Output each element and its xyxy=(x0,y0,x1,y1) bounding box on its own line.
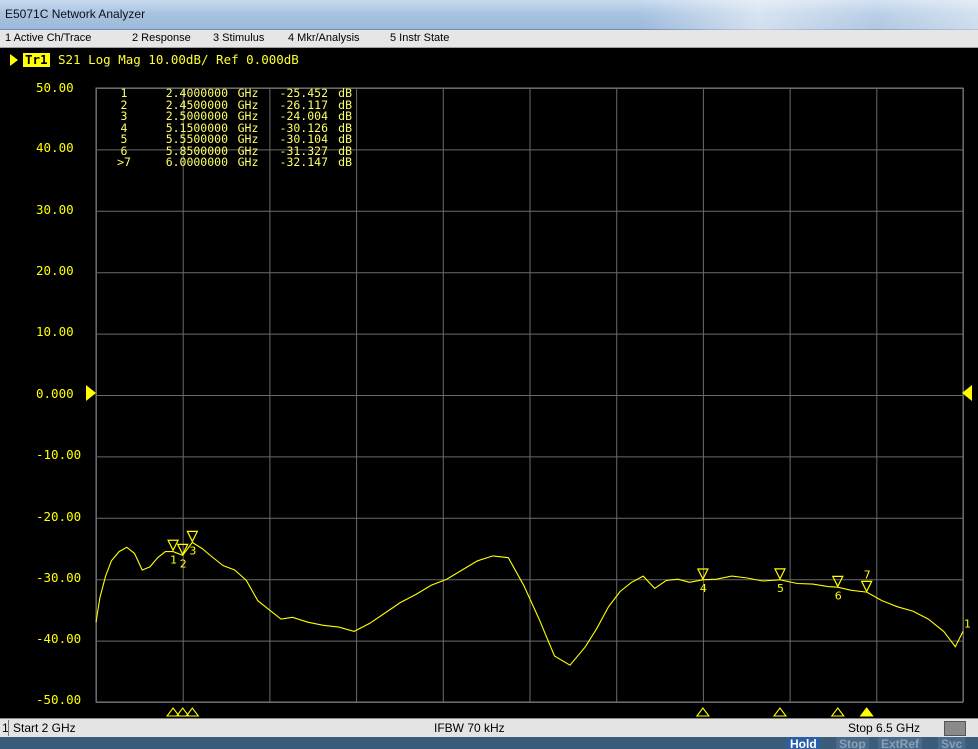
marker-label: 7 xyxy=(864,568,871,581)
window-title: E5071C Network Analyzer xyxy=(5,7,146,21)
trace-description: S21 Log Mag 10.00dB/ Ref 0.000dB xyxy=(58,52,299,67)
stop-frequency[interactable]: Stop 6.5 GHz xyxy=(848,721,921,735)
marker-label: 5 xyxy=(777,582,784,595)
reference-level-right-arrow-icon[interactable] xyxy=(962,385,972,401)
menu-response[interactable]: 2 Response xyxy=(132,32,191,44)
y-tick-label: -40.00 xyxy=(36,631,82,646)
stimulus-marker-triangle xyxy=(175,707,190,717)
marker-row: 2 2.4500000 GHz -26.117 dB xyxy=(120,97,352,112)
marker-row: 5 5.5500000 GHz -30.104 dB xyxy=(120,132,352,146)
marker-label: 2 xyxy=(180,557,187,570)
trace-badge[interactable]: Tr1 xyxy=(23,52,50,67)
hold-indicator[interactable]: Hold xyxy=(787,737,820,749)
stimulus-marker-triangle xyxy=(859,707,874,717)
start-frequency[interactable]: Start 2 GHz xyxy=(13,721,76,735)
marker-triangle xyxy=(167,539,180,552)
marker-label: 6 xyxy=(835,589,842,602)
active-trace-arrow-icon xyxy=(10,54,18,66)
stimulus-marker-triangle xyxy=(185,707,200,717)
menu-mkr-analysis[interactable]: 4 Mkr/Analysis xyxy=(288,32,360,44)
stimulus-marker-triangle xyxy=(165,707,181,717)
y-tick-label: 10.00 xyxy=(36,324,74,339)
y-tick-label: 30.00 xyxy=(36,202,74,217)
y-tick-label: 20.00 xyxy=(36,263,74,278)
marker-label: 3 xyxy=(189,544,196,557)
title-bar-gloss xyxy=(640,0,978,30)
marker-row: >7 6.0000000 GHz -32.147 dB xyxy=(117,155,352,169)
marker-triangle xyxy=(696,568,709,581)
marker-label: 1 xyxy=(170,553,177,566)
menu-active-ch-trace[interactable]: 1 Active Ch/Trace xyxy=(5,32,92,44)
status-indicator-box xyxy=(944,721,966,736)
trace-line-s21 xyxy=(95,541,964,666)
channel-number[interactable]: 1 xyxy=(2,721,9,735)
y-tick-label: -10.00 xyxy=(36,447,82,462)
marker-row: 4 5.1500000 GHz -30.126 dB xyxy=(120,120,352,135)
marker-row: 3 2.5000000 GHz -24.004 dB xyxy=(120,109,352,123)
menu-stimulus[interactable]: 3 Stimulus xyxy=(213,32,265,44)
menu-instr-state[interactable]: 5 Instr State xyxy=(390,32,450,44)
marker-readout-table: 1 2.4000000 GHz -25.452 dB 2 2.4500000 GHz -26.… xyxy=(110,86,352,169)
stimulus-marker-triangle xyxy=(772,707,788,717)
trace-end-label: 1 xyxy=(964,617,971,630)
measurement-screen xyxy=(0,48,978,718)
status-separator xyxy=(8,720,9,736)
status-bar: 1 Start 2 GHz IFBW 70 kHz Stop 6.5 GHz xyxy=(0,718,978,737)
instrument-status-bar: Hold Stop ExtRef Svc xyxy=(0,737,978,749)
y-tick-label: 0.000 xyxy=(36,386,74,401)
marker-row: 6 5.8500000 GHz -31.327 dB xyxy=(120,143,352,158)
menu-bar: 1 Active Ch/Trace 2 Response 3 Stimulus … xyxy=(0,30,978,48)
y-tick-label: -50.00 xyxy=(36,692,82,707)
y-tick-label: 40.00 xyxy=(36,140,74,155)
marker-triangle xyxy=(773,568,786,581)
y-tick-label: -30.00 xyxy=(36,570,82,585)
marker-triangle xyxy=(186,530,199,543)
title-bar: E5071C Network Analyzer xyxy=(0,0,978,30)
y-tick-label: -20.00 xyxy=(36,509,82,524)
stimulus-marker-triangle xyxy=(695,707,710,717)
marker-triangle xyxy=(176,543,189,556)
svc-indicator: Svc xyxy=(938,737,966,749)
marker-row: 1 2.4000000 GHz -25.452 dB xyxy=(120,86,352,100)
marker-triangle xyxy=(860,580,873,593)
marker-triangle xyxy=(831,575,844,588)
y-tick-label: 50.00 xyxy=(36,80,74,95)
reference-level-left-arrow-icon[interactable] xyxy=(86,385,96,401)
ifbw-setting[interactable]: IFBW 70 kHz xyxy=(434,721,505,735)
stimulus-marker-triangle xyxy=(830,707,845,717)
stop-indicator: Stop xyxy=(836,737,869,749)
extref-indicator: ExtRef xyxy=(878,737,923,749)
marker-label: 4 xyxy=(700,582,707,595)
